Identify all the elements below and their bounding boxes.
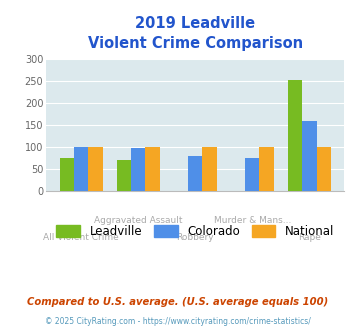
Bar xyxy=(131,148,145,191)
Bar xyxy=(302,121,317,191)
Text: Robbery: Robbery xyxy=(176,233,214,242)
Text: © 2025 CityRating.com - https://www.cityrating.com/crime-statistics/: © 2025 CityRating.com - https://www.city… xyxy=(45,317,310,326)
Text: All Violent Crime: All Violent Crime xyxy=(43,233,119,242)
Bar xyxy=(245,158,260,191)
Bar xyxy=(260,147,274,191)
Bar xyxy=(188,156,202,191)
Text: Aggravated Assault: Aggravated Assault xyxy=(94,216,182,225)
Bar xyxy=(88,147,103,191)
Legend: Leadville, Colorado, National: Leadville, Colorado, National xyxy=(52,220,339,243)
Text: Murder & Mans...: Murder & Mans... xyxy=(214,216,291,225)
Bar xyxy=(202,147,217,191)
Title: 2019 Leadville
Violent Crime Comparison: 2019 Leadville Violent Crime Comparison xyxy=(88,16,303,51)
Text: Compared to U.S. average. (U.S. average equals 100): Compared to U.S. average. (U.S. average … xyxy=(27,297,328,307)
Text: Rape: Rape xyxy=(298,233,321,242)
Bar xyxy=(317,147,331,191)
Bar xyxy=(60,157,74,191)
Bar xyxy=(74,147,88,191)
Bar xyxy=(288,80,302,191)
Bar xyxy=(145,147,160,191)
Bar xyxy=(117,160,131,191)
